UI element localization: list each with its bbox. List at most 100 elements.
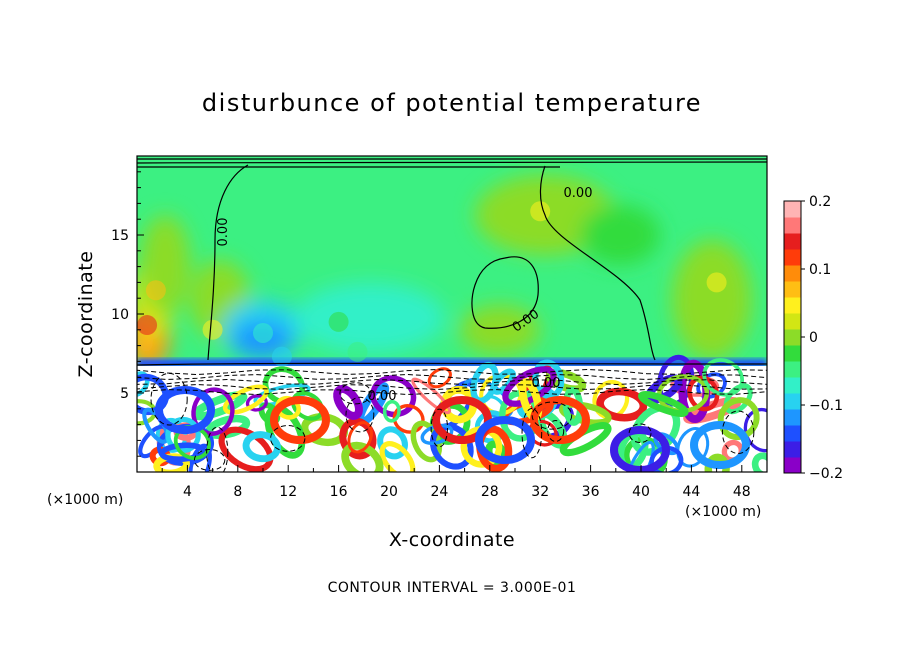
colorbar-tick-label: −0.2 bbox=[809, 466, 843, 482]
dashed-contour bbox=[430, 408, 449, 448]
dashed-contour bbox=[531, 401, 573, 430]
x-tick-label: 8 bbox=[233, 484, 242, 500]
eddy bbox=[638, 390, 689, 418]
dashed-contour bbox=[150, 372, 188, 426]
y-axis-ticks: 5 10 15 bbox=[111, 171, 144, 457]
feature-anomaly bbox=[202, 319, 223, 340]
contour-label-a: 0.00 bbox=[216, 218, 231, 247]
feature-anomaly bbox=[271, 346, 292, 367]
eddy bbox=[222, 384, 269, 415]
feature-anomaly bbox=[145, 280, 166, 301]
swirl bbox=[475, 416, 535, 464]
x-tick-label: 32 bbox=[531, 484, 549, 500]
eddy bbox=[411, 377, 452, 415]
feature-anomaly bbox=[706, 272, 727, 293]
eddy bbox=[751, 452, 767, 472]
x-tick-label: 12 bbox=[279, 484, 297, 500]
chart-title: disturbunce of potential temperature bbox=[202, 89, 702, 117]
swirl bbox=[690, 421, 750, 469]
contour-label-b: 0.00 bbox=[564, 186, 593, 201]
colorbar-tick-label: 0 bbox=[809, 330, 818, 346]
x-tick-label: 48 bbox=[733, 484, 751, 500]
contour-interval-note: CONTOUR INTERVAL = 3.000E-01 bbox=[328, 580, 577, 596]
contour-label-d: 0.00 bbox=[532, 376, 561, 391]
eddy bbox=[532, 359, 565, 400]
colorbar-swatch bbox=[784, 441, 801, 458]
dashed-contour bbox=[339, 382, 372, 405]
dashed-contour bbox=[137, 389, 767, 395]
x-tick-label: 40 bbox=[632, 484, 650, 500]
eddy bbox=[191, 387, 235, 436]
y-tick-label: 5 bbox=[120, 386, 129, 402]
negative-contours bbox=[137, 369, 767, 472]
eddy bbox=[341, 441, 384, 472]
dashed-contour bbox=[137, 369, 767, 375]
eddy bbox=[717, 397, 760, 441]
feature-anomaly bbox=[530, 201, 551, 222]
colorbar-swatch bbox=[784, 281, 801, 298]
dashed-contour bbox=[547, 420, 565, 442]
dashed-contour bbox=[345, 396, 375, 433]
eddy bbox=[427, 367, 452, 389]
colorbar-swatch bbox=[784, 329, 801, 346]
y-tick-label: 10 bbox=[111, 307, 129, 323]
x-tick-label: 36 bbox=[582, 484, 600, 500]
colorbar-swatch bbox=[784, 345, 801, 362]
colorbar-swatch bbox=[784, 361, 801, 378]
x-axis-ticks: 4 8 12 16 20 24 28 32 36 40 44 48 bbox=[161, 465, 751, 500]
dashed-contour bbox=[270, 425, 306, 452]
dashed-contour bbox=[137, 373, 767, 380]
eddy bbox=[596, 387, 648, 422]
x-tick-label: 28 bbox=[481, 484, 499, 500]
feature-anomaly bbox=[347, 341, 368, 362]
eddy bbox=[159, 442, 207, 463]
colorbar-swatch bbox=[784, 201, 801, 218]
dashed-contour bbox=[721, 410, 755, 454]
colorbar-swatch bbox=[784, 297, 801, 314]
swirl bbox=[270, 396, 330, 444]
eddy bbox=[165, 416, 201, 454]
swirl bbox=[432, 396, 492, 444]
colorbar-tick-label: 0.1 bbox=[809, 262, 831, 278]
x-axis-label: X-coordinate bbox=[389, 529, 515, 551]
colorbar-swatch bbox=[784, 217, 801, 234]
eddy bbox=[704, 453, 730, 472]
colorbar-tick-label: 0.2 bbox=[809, 194, 831, 210]
x-axis-unit-right: (×1000 m) bbox=[685, 504, 761, 520]
colorbar-swatch bbox=[784, 393, 801, 410]
colorbar-swatch bbox=[784, 377, 801, 394]
colorbar-swatch bbox=[784, 457, 801, 474]
plot-area: 0.00 0.00 0.00 0.00 0.00 bbox=[137, 156, 767, 472]
dashed-contour bbox=[193, 449, 226, 471]
dashed-contour bbox=[137, 384, 767, 390]
y-axis-label: Z-coordinate bbox=[75, 251, 97, 378]
x-tick-label: 4 bbox=[183, 484, 192, 500]
dashed-contour bbox=[206, 426, 229, 472]
colorbar-frame bbox=[783, 200, 802, 474]
feature-anomaly bbox=[328, 311, 349, 332]
colorbar-swatch bbox=[784, 313, 801, 330]
x-tick-label: 16 bbox=[330, 484, 348, 500]
swirl bbox=[610, 426, 670, 472]
eddy bbox=[702, 358, 744, 397]
colorbar-swatch bbox=[784, 409, 801, 426]
contour-label-e: 0.00 bbox=[368, 389, 397, 404]
colorbar: 0.2 0.1 0 −0.1 −0.2 bbox=[784, 194, 843, 482]
dashed-contour bbox=[137, 379, 767, 385]
eddy bbox=[370, 375, 417, 418]
colorbar-swatch bbox=[784, 249, 801, 266]
eddy bbox=[410, 420, 443, 463]
dashed-contour bbox=[521, 407, 543, 459]
eddy bbox=[245, 394, 268, 412]
x-tick-label: 20 bbox=[380, 484, 398, 500]
x-tick-label: 44 bbox=[682, 484, 700, 500]
dashed-contour bbox=[628, 423, 652, 444]
feature-anomaly bbox=[137, 315, 158, 336]
colorbar-swatch bbox=[784, 425, 801, 442]
contour-lines bbox=[137, 158, 767, 366]
feature-anomaly bbox=[253, 322, 273, 343]
colorbar-tick-label: −0.1 bbox=[809, 398, 843, 414]
eddy bbox=[347, 421, 373, 454]
colorbar-swatch bbox=[784, 233, 801, 250]
